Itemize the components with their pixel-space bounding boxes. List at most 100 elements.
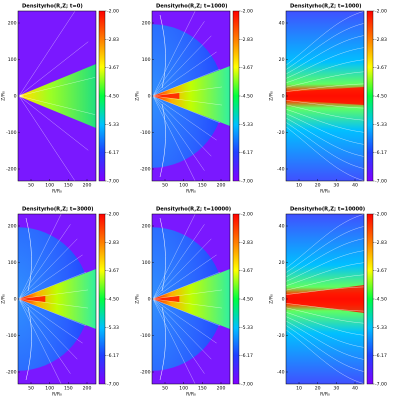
x-axis-label: R/R₀	[52, 392, 62, 398]
contour	[18, 298, 71, 374]
y-tick-label: -20	[277, 333, 285, 339]
colorbar-label: -2.00	[107, 212, 119, 218]
contour	[152, 95, 205, 171]
x-tick-label: 100	[179, 386, 188, 392]
contour	[286, 226, 364, 273]
colorbar-label: -7.00	[375, 179, 387, 185]
x-tick-label: 200	[217, 386, 226, 392]
contour	[286, 23, 364, 70]
field	[152, 214, 230, 384]
panel: Density:rho(R,Z; t=10000) 200 100 0 -100 -200…	[135, 207, 253, 398]
x-axis-label: R/R₀	[186, 392, 196, 398]
colorbar-label: -2.00	[375, 212, 387, 218]
contour	[152, 298, 221, 327]
colorbar-label: -2.83	[375, 240, 387, 246]
contour	[152, 298, 205, 374]
contour	[286, 109, 364, 133]
panel: Density:rho(R,Z; t=1000) 200 100 0 -100 -200 Z…	[135, 4, 253, 195]
contour	[152, 95, 217, 141]
contour	[152, 289, 222, 300]
panel-label: Density:	[156, 4, 180, 10]
panel-label: Density:	[22, 4, 46, 10]
contour	[286, 320, 364, 360]
contour	[152, 86, 222, 97]
colorbar-label: -7.00	[107, 382, 119, 388]
contour	[18, 77, 96, 97]
colorbar-label: -4.50	[107, 94, 119, 100]
panel-title: rho(R,Z; t=0)	[44, 4, 83, 10]
colorbar-label: -3.67	[241, 65, 253, 71]
contour	[286, 238, 364, 278]
contour	[286, 286, 364, 295]
x-tick-label: 150	[64, 386, 73, 392]
midplane	[18, 296, 46, 302]
y-tick-label: 20	[279, 260, 285, 266]
contour	[18, 95, 89, 151]
dense-band	[286, 87, 364, 105]
colorbar-label: -6.17	[107, 150, 119, 156]
colorbar-label: -6.17	[375, 150, 387, 156]
colorbar-label: -3.67	[375, 268, 387, 274]
y-tick-label: 40	[279, 21, 285, 27]
contour	[18, 214, 62, 300]
panel-label: Density:	[290, 4, 314, 10]
panel: Density:rho(R,Z; t=0) 200 100 0 -100 -200 Z/R₀…	[1, 4, 119, 195]
y-tick-label: 0	[282, 297, 285, 303]
field	[18, 214, 96, 384]
contour	[18, 254, 83, 300]
x-axis-label: R/R₀	[320, 392, 330, 398]
x-tick-label: 40	[352, 183, 358, 189]
colorbar-label: -3.67	[107, 65, 119, 71]
contour	[152, 224, 205, 300]
colorbar	[232, 213, 240, 385]
y-tick-label: 0	[148, 297, 151, 303]
contour	[286, 262, 364, 286]
x-tick-label: 50	[28, 386, 34, 392]
contour	[152, 21, 205, 97]
y-tick-label: 0	[14, 297, 17, 303]
field	[286, 214, 364, 384]
panel-title: rho(R,Z; t=10000)	[312, 207, 365, 213]
field	[152, 11, 230, 181]
contour	[286, 126, 364, 181]
y-tick-label: -200	[6, 370, 17, 376]
contour	[18, 298, 62, 384]
colorbar	[232, 10, 240, 182]
contour	[152, 11, 196, 97]
contour	[152, 254, 217, 300]
y-tick-label: -40	[277, 370, 285, 376]
y-tick-label: 100	[8, 260, 17, 266]
x-tick-label: 200	[83, 386, 92, 392]
y-tick-label: 200	[8, 224, 17, 230]
x-tick-label: 150	[198, 386, 207, 392]
panel-title: rho(R,Z; t=10000)	[178, 207, 231, 213]
panel-label: Density:	[22, 207, 46, 213]
y-tick-label: 200	[8, 21, 17, 27]
x-tick-label: 20	[315, 183, 321, 189]
contour	[18, 11, 76, 97]
colorbar-label: -4.50	[375, 94, 387, 100]
y-tick-label: 200	[142, 224, 151, 230]
x-tick-label: 200	[83, 183, 92, 189]
field	[286, 11, 364, 181]
colorbar	[98, 213, 106, 385]
contour	[152, 271, 221, 300]
y-axis-label: Z/R₀	[1, 294, 7, 304]
colorbar-label: -2.83	[375, 37, 387, 43]
panel-label: Density:	[156, 207, 180, 213]
disk-wedge	[18, 64, 96, 128]
x-tick-label: 30	[333, 386, 339, 392]
colorbar-label: -4.50	[241, 94, 253, 100]
y-tick-label: -100	[140, 333, 151, 339]
contour	[286, 100, 364, 109]
x-axis-label: R/R₀	[186, 189, 196, 195]
panel: Density:rho(R,Z; t=10000) 40 20 0 -20 -40 Z/R₀…	[269, 207, 387, 398]
contour	[286, 71, 364, 88]
colorbar-label: -7.00	[241, 382, 253, 388]
colorbar-label: -6.17	[241, 150, 253, 156]
contour	[286, 83, 364, 92]
contour	[159, 217, 166, 381]
contour	[18, 298, 83, 344]
contour	[152, 298, 222, 309]
contour	[286, 35, 364, 75]
